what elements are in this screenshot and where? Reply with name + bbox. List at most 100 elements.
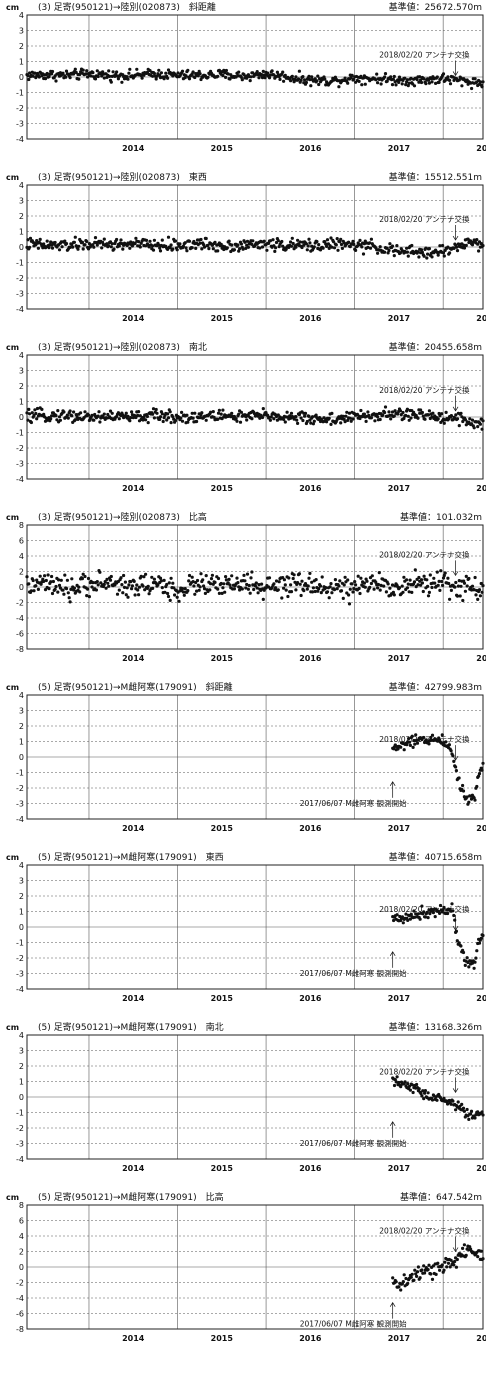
- data-point: [265, 248, 269, 252]
- data-point: [199, 77, 203, 82]
- data-point: [412, 84, 417, 88]
- y-tick-label: 2: [19, 892, 24, 901]
- data-point: [106, 581, 110, 585]
- data-point: [158, 246, 162, 250]
- data-point: [423, 1089, 427, 1093]
- data-point: [166, 247, 170, 251]
- data-point: [309, 421, 313, 425]
- data-point: [169, 576, 173, 580]
- data-point: [92, 418, 96, 422]
- data-point: [438, 1096, 443, 1100]
- data-point: [84, 72, 88, 76]
- data-point: [394, 83, 398, 87]
- data-point: [127, 583, 131, 587]
- data-point: [108, 409, 113, 413]
- data-point: [299, 416, 303, 420]
- data-point: [294, 415, 298, 419]
- data-point: [287, 576, 291, 580]
- data-point: [337, 584, 341, 588]
- data-point: [64, 75, 68, 79]
- data-point: [263, 76, 267, 80]
- chart-title: (5) 足寄(950121)→M雌阿寒(179091) 東西: [38, 853, 224, 863]
- baseline-value: 基準値：20455.658m: [388, 343, 482, 353]
- annotation-label: 2018/02/20 アンテナ交換: [379, 904, 470, 914]
- data-point: [305, 419, 309, 424]
- data-point: [469, 1109, 474, 1113]
- data-point: [449, 749, 453, 753]
- x-tick-label: 2016: [299, 654, 322, 663]
- data-point: [418, 75, 422, 79]
- data-point: [65, 413, 69, 417]
- data-point: [336, 248, 340, 252]
- data-point: [435, 570, 439, 574]
- data-point: [346, 578, 350, 582]
- data-point: [414, 733, 418, 737]
- data-point: [234, 417, 238, 421]
- data-point: [410, 1272, 414, 1276]
- data-point: [66, 416, 70, 420]
- annotation-label: 2017/06/07 M雌阿寒 観測開始: [300, 798, 407, 808]
- data-point: [441, 251, 446, 255]
- data-point: [232, 587, 236, 591]
- data-point: [165, 418, 169, 422]
- data-point: [454, 1108, 458, 1112]
- data-point: [339, 589, 344, 593]
- x-tick-label: 2014: [122, 654, 145, 663]
- y-tick-label: -1: [16, 259, 24, 268]
- y-axis-unit: cm: [6, 1193, 20, 1202]
- chart-header: cm (5) 足寄(950121)→M雌阿寒(179091) 斜距離 基準値：427…: [0, 682, 486, 694]
- data-point: [463, 418, 467, 422]
- data-point: [366, 410, 370, 414]
- data-point: [400, 915, 404, 919]
- data-point: [327, 596, 331, 600]
- data-point: [375, 412, 379, 416]
- annotation-label: 2017/06/07 M雌阿寒 観測開始: [300, 968, 407, 978]
- y-tick-label: 8: [19, 1201, 24, 1210]
- data-point: [420, 1268, 424, 1272]
- data-point: [363, 585, 367, 589]
- data-point: [362, 412, 366, 416]
- data-point: [388, 242, 392, 246]
- data-point: [106, 412, 110, 417]
- data-point: [430, 733, 435, 737]
- data-point: [468, 1245, 472, 1249]
- data-point: [369, 581, 373, 586]
- data-point: [141, 584, 145, 588]
- data-point: [411, 745, 415, 749]
- data-point: [405, 743, 409, 747]
- data-point: [407, 1084, 412, 1088]
- data-point: [347, 602, 352, 606]
- data-point: [360, 245, 364, 249]
- data-point: [352, 587, 356, 591]
- data-point: [197, 588, 201, 592]
- data-point: [376, 251, 380, 255]
- x-tick-label: 2016: [299, 824, 322, 833]
- data-point: [481, 584, 485, 588]
- data-point: [405, 578, 409, 582]
- data-point: [33, 408, 37, 412]
- y-tick-label: 0: [19, 1093, 24, 1102]
- data-point: [427, 1263, 431, 1267]
- data-point: [357, 586, 361, 591]
- data-point: [186, 68, 190, 72]
- annotation-label: 2018/02/20 アンテナ交換: [379, 1226, 470, 1236]
- data-point: [139, 73, 143, 78]
- data-point: [420, 250, 424, 254]
- data-point: [383, 410, 387, 415]
- data-point: [154, 407, 158, 412]
- y-tick-label: 2: [19, 568, 24, 577]
- data-point: [451, 1099, 455, 1103]
- data-point: [470, 418, 475, 422]
- data-point: [86, 413, 91, 417]
- data-point: [376, 415, 380, 419]
- data-point: [412, 580, 417, 584]
- chart-plot: 4 3 2 1 0 -1 -2 -3 -4 2014 2015 2016 2017 2018 2018/02…: [16, 691, 486, 833]
- data-point: [427, 247, 431, 251]
- data-point: [426, 413, 431, 417]
- annotation-label: 2018/02/20 アンテナ交換: [379, 214, 470, 224]
- data-point: [340, 246, 344, 250]
- data-point: [406, 1281, 410, 1285]
- data-point: [162, 578, 166, 582]
- data-point: [248, 591, 252, 595]
